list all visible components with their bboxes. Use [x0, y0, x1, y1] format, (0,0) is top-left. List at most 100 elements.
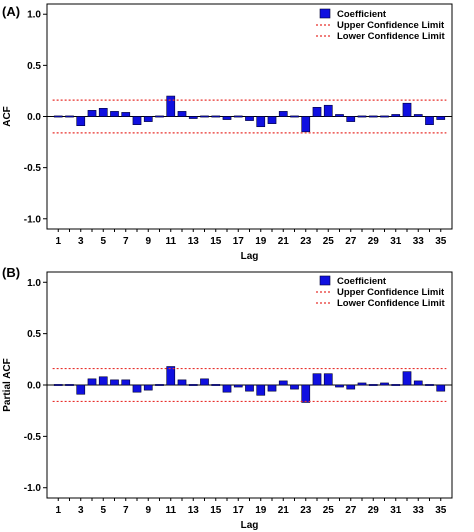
- coefficient-bar: [312, 106, 322, 117]
- coefficient-bar: [188, 116, 198, 119]
- legend-label-coefficient: Coefficient: [337, 9, 387, 20]
- coefficient-bar: [391, 384, 401, 386]
- coefficient-bar: [87, 378, 97, 386]
- x-tick-label: 25: [323, 236, 335, 247]
- coefficient-bar: [222, 116, 232, 120]
- coefficient-bar: [121, 379, 131, 386]
- x-tick-label: 19: [255, 236, 267, 247]
- coefficient-bar: [155, 384, 164, 386]
- x-tick-label: 27: [345, 236, 357, 247]
- coefficient-bar: [368, 115, 378, 118]
- x-tick-label: 9: [145, 236, 151, 247]
- x-tick-label: 23: [300, 236, 312, 247]
- x-tick-label: 5: [100, 236, 106, 247]
- coefficient-bar: [413, 380, 423, 386]
- coefficient-bar: [346, 116, 356, 122]
- coefficient-bar: [177, 111, 187, 117]
- x-tick-label: 35: [435, 505, 447, 516]
- coefficient-bar: [267, 384, 277, 392]
- legend-label-upper-limit: Upper Confidence Limit: [337, 287, 445, 298]
- coefficient-bar: [346, 384, 356, 390]
- legend-label-coefficient: Coefficient: [337, 276, 387, 287]
- coefficient-bar: [290, 115, 299, 118]
- coefficient-bar: [110, 111, 119, 117]
- x-tick-label: 15: [210, 236, 222, 247]
- coefficient-bar: [233, 115, 243, 118]
- y-tick-label: 0.0: [27, 381, 41, 392]
- x-tick-label: 19: [255, 505, 267, 516]
- coefficient-bar: [380, 382, 389, 386]
- x-axis-title: Lag: [241, 520, 259, 531]
- coefficient-bar: [335, 114, 344, 117]
- coefficient-bar: [132, 384, 142, 393]
- panel-label: (A): [2, 4, 20, 19]
- x-tick-label: 11: [165, 505, 176, 516]
- coefficient-bar: [323, 373, 333, 386]
- coefficient-bar: [391, 114, 401, 117]
- coefficient-bar: [211, 384, 221, 386]
- coefficient-bar: [143, 116, 153, 122]
- coefficient-bar: [380, 115, 389, 118]
- x-tick-label: 1: [55, 505, 61, 516]
- coefficient-bar: [425, 384, 434, 386]
- x-tick-label: 1: [55, 236, 61, 247]
- coefficient-bar: [132, 116, 142, 125]
- coefficient-bar: [245, 384, 254, 392]
- coefficient-bar: [188, 384, 198, 386]
- y-axis-title: Partial ACF: [2, 358, 13, 412]
- x-tick-label: 33: [413, 505, 425, 516]
- coefficient-bar: [76, 116, 86, 127]
- coefficient-bar: [76, 384, 86, 395]
- x-tick-label: 13: [188, 236, 200, 247]
- y-tick-label: 0.0: [27, 112, 41, 123]
- x-tick-label: 21: [278, 236, 290, 247]
- y-tick-label: 1.0: [27, 278, 41, 289]
- coefficient-bar: [53, 384, 63, 386]
- x-tick-label: 9: [145, 505, 151, 516]
- coefficient-bar: [267, 116, 277, 124]
- y-tick-label: -1.0: [24, 483, 42, 494]
- coefficient-bar: [222, 384, 232, 393]
- x-tick-label: 3: [78, 505, 84, 516]
- coefficient-bar: [121, 112, 131, 117]
- legend-label-lower-limit: Lower Confidence Limit: [337, 298, 446, 309]
- coefficient-bar: [155, 115, 164, 118]
- coefficient-bar: [53, 115, 63, 118]
- y-axis-title: ACF: [2, 106, 13, 127]
- x-tick-label: 31: [390, 505, 402, 516]
- legend-swatch-coefficient: [319, 275, 331, 286]
- coefficient-bar: [301, 116, 311, 133]
- coefficient-bar: [357, 115, 367, 118]
- coefficient-bar: [323, 104, 333, 117]
- coefficient-bar: [233, 384, 243, 388]
- x-axis-title: Lag: [241, 251, 259, 262]
- x-tick-label: 15: [210, 505, 222, 516]
- x-tick-label: 27: [345, 505, 357, 516]
- coefficient-bar: [65, 115, 74, 118]
- coefficient-bar: [211, 115, 221, 118]
- coefficient-bar: [290, 384, 299, 390]
- x-tick-label: 17: [233, 236, 245, 247]
- coefficient-bar: [166, 95, 176, 117]
- coefficient-bar: [200, 115, 209, 118]
- coefficient-bar: [256, 384, 266, 396]
- coefficient-bar: [98, 108, 108, 117]
- legend-label-lower-limit: Lower Confidence Limit: [337, 31, 446, 42]
- coefficient-bar: [143, 384, 153, 391]
- x-tick-label: 21: [278, 505, 290, 516]
- x-tick-label: 17: [233, 505, 245, 516]
- coefficient-bar: [177, 379, 187, 386]
- coefficient-bar: [402, 371, 412, 386]
- y-tick-label: -0.5: [24, 432, 42, 443]
- coefficient-bar: [402, 102, 412, 117]
- y-tick-label: -1.0: [24, 214, 42, 225]
- x-tick-label: 29: [368, 236, 380, 247]
- coefficient-bar: [110, 379, 119, 386]
- legend-label-upper-limit: Upper Confidence Limit: [337, 20, 445, 31]
- y-tick-label: -0.5: [24, 163, 42, 174]
- legend-swatch-coefficient: [319, 8, 331, 19]
